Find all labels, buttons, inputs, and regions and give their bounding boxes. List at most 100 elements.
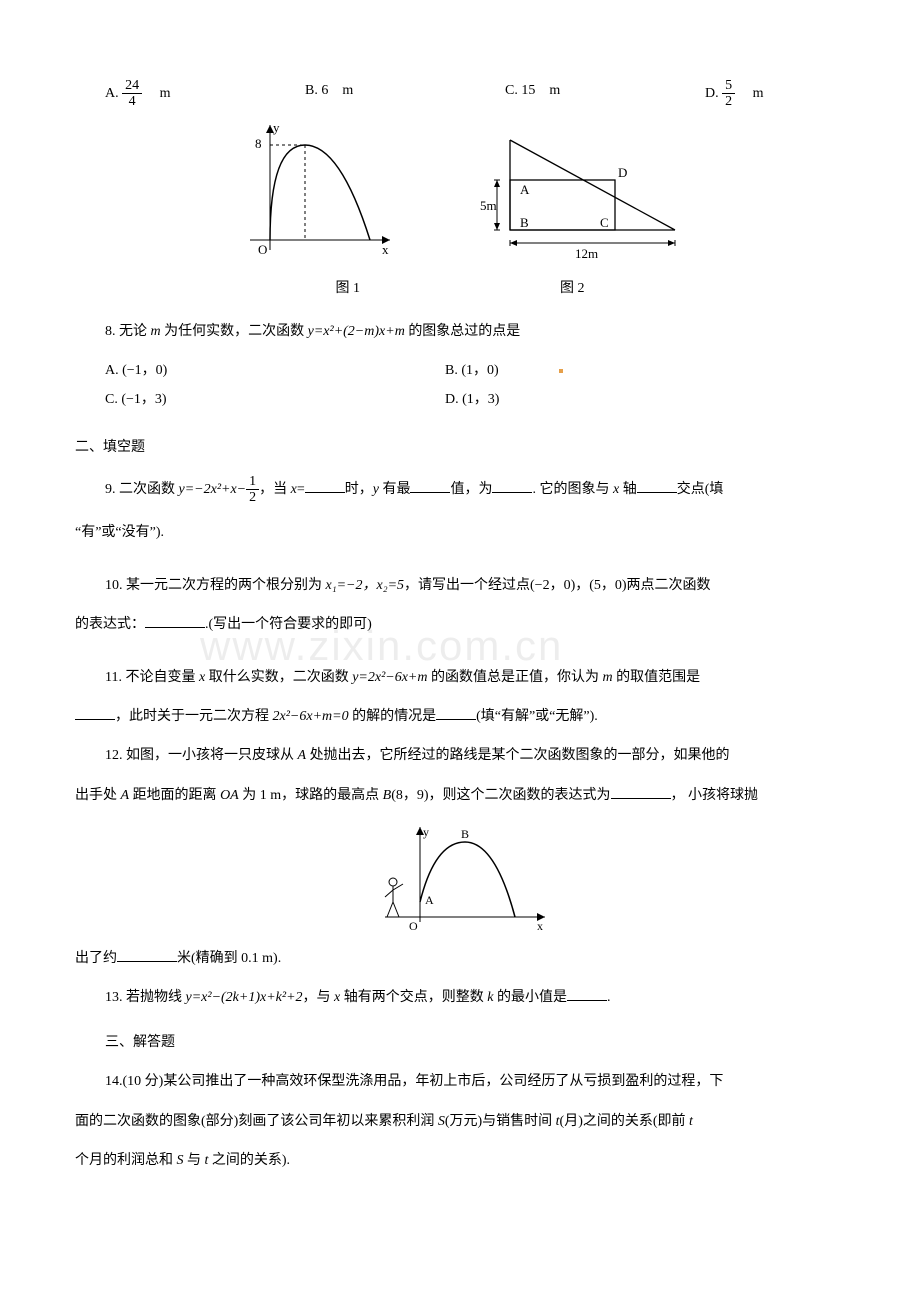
q14-t5: 个月的利润总和 xyxy=(75,1153,177,1168)
q9-eq: = xyxy=(297,482,305,497)
opt-a-suffix: m xyxy=(146,86,171,101)
q11-t4: 的取值范围是 xyxy=(613,670,701,685)
q12-t6: (8，9)，则这个二次函数的表达式为 xyxy=(391,788,610,803)
q9-t6: 值，为 xyxy=(450,482,492,497)
q9-t2: ，当 xyxy=(259,482,291,497)
q11: 11. 不论自变量 x 取什么实数，二次函数 y=2x²−6x+m 的函数值总是… xyxy=(105,665,845,690)
q9-t1: 9. 二次函数 xyxy=(105,482,179,497)
blank xyxy=(145,614,205,628)
q9-t8: 轴 xyxy=(619,482,637,497)
q13: 13. 若抛物线 y=x²−(2k+1)x+k²+2，与 x 轴有两个交点，则整… xyxy=(105,985,845,1010)
q12: 12. 如图，一小孩将一只皮球从 A 处抛出去，它所经过的路线是某个二次函数图象… xyxy=(105,743,845,768)
q12-figure: y x O A B xyxy=(75,822,845,932)
q9-t9: 交点(填 xyxy=(677,482,724,497)
q12-a-lbl: A xyxy=(425,893,434,907)
q9-expr: y=−2x²+x− xyxy=(179,482,247,497)
q10-t4: .(写出一个符合要求的即可) xyxy=(205,617,372,632)
fig-captions: 图 1 图 2 xyxy=(75,276,845,301)
q13-t2: ，与 xyxy=(303,990,335,1005)
fig2-label-a: A xyxy=(520,182,530,197)
q14-t4: (月)之间的关系(即前 xyxy=(560,1114,690,1129)
q13-t4: 的最小值是 xyxy=(493,990,567,1005)
q7-opt-b: B. 6 m xyxy=(305,78,505,110)
q8-options: A. (−1，0) B. (1，0) C. (−1，3) D. (1，3) xyxy=(105,358,845,412)
section-3-heading: 三、解答题 xyxy=(105,1030,845,1055)
q11-t2: 取什么实数，二次函数 xyxy=(205,670,352,685)
q12-t4: 距地面的距离 xyxy=(129,788,220,803)
q14-tt2: t xyxy=(689,1114,693,1129)
q8-opt-d: D. (1，3) xyxy=(445,387,845,412)
opt-d-prefix: D. xyxy=(705,86,719,101)
q8-opt-c: C. (−1，3) xyxy=(105,387,445,412)
q14-l2: 面的二次函数的图象(部分)刻画了该公司年初以来累积利润 S(万元)与销售时间 t… xyxy=(75,1109,845,1134)
q10-cont: 的表达式：.(写出一个符合要求的即可) xyxy=(75,612,845,637)
fig2-label-5m: 5m xyxy=(480,198,497,213)
q12-t3: 出手处 xyxy=(75,788,121,803)
q8-t1: 8. 无论 xyxy=(105,324,151,339)
q11-expr2: 2x²−6x+m=0 xyxy=(273,709,349,724)
fig2-label-b: B xyxy=(520,215,529,230)
blank xyxy=(117,948,177,962)
q14-t3: (万元)与销售时间 xyxy=(445,1114,556,1129)
q8-opt-a: A. (−1，0) xyxy=(105,358,445,383)
frac-24-4: 24 4 xyxy=(122,78,142,110)
section-2-heading: 二、填空题 xyxy=(75,435,845,460)
figure-1-svg: 8 y x O xyxy=(230,120,400,270)
q12-t9: 米(精确到 0.1 m). xyxy=(177,951,281,966)
fig2-label-d: D xyxy=(618,165,627,180)
q12-x: x xyxy=(537,919,543,932)
q12-t1: 12. 如图，一小孩将一只皮球从 xyxy=(105,748,298,763)
q7-opt-c: C. 15 m xyxy=(505,78,705,110)
fig1-label-y: y xyxy=(273,120,280,135)
q14-l3: 个月的利润总和 S 与 t 之间的关系). xyxy=(75,1148,845,1173)
fig1-label-o: O xyxy=(258,242,267,257)
q13-t1: 13. 若抛物线 xyxy=(105,990,186,1005)
q12-svg: y x O A B xyxy=(365,822,555,932)
q13-t5: . xyxy=(607,990,611,1005)
q11-t3: 的函数值总是正值，你认为 xyxy=(428,670,603,685)
fig1-label-x: x xyxy=(382,242,389,257)
q12-l3: 出了约米(精确到 0.1 m). xyxy=(75,946,845,971)
q9-t7: . 它的图象与 xyxy=(532,482,613,497)
q8-expr: y=x²+(2−m)x+m xyxy=(308,324,405,339)
q14-t7: 之间的关系). xyxy=(208,1153,290,1168)
q14-t6: 与 xyxy=(184,1153,205,1168)
q14-t2: 面的二次函数的图象(部分)刻画了该公司年初以来累积利润 xyxy=(75,1114,438,1129)
q11-t7: (填“有解”或“无解”). xyxy=(476,709,598,724)
blank xyxy=(436,706,476,720)
q9-t4: 时， xyxy=(345,482,373,497)
q12-b-lbl: B xyxy=(461,827,469,841)
q11-t5: ，此时关于一元二次方程 xyxy=(115,709,273,724)
fig2-label-12m: 12m xyxy=(575,246,598,261)
fig2-label-c: C xyxy=(600,215,609,230)
q14-t1: 14.(10 分)某公司推出了一种高效环保型洗涤用品，年初上市后，公司经历了从亏… xyxy=(105,1074,723,1089)
q12-oa: OA xyxy=(220,788,239,803)
q11-cont: ，此时关于一元二次方程 2x²−6x+m=0 的解的情况是(填“有解”或“无解”… xyxy=(75,704,845,729)
q9-t5: 有最 xyxy=(379,482,411,497)
q8-t3: 的图象总过的点是 xyxy=(405,324,521,339)
opt-a-prefix: A. xyxy=(105,86,119,101)
q7-opt-a: A. 24 4 m xyxy=(105,78,305,110)
q7-opt-d: D. 5 2 m xyxy=(705,78,845,110)
q7-options: A. 24 4 m B. 6 m C. 15 m D. 5 2 m xyxy=(105,78,845,110)
q12-t2: 处抛出去，它所经过的路线是某个二次函数图象的一部分，如果他的 xyxy=(306,748,730,763)
blank xyxy=(637,479,677,493)
q8: 8. 无论 m 为任何实数，二次函数 y=x²+(2−m)x+m 的图象总过的点… xyxy=(105,319,845,344)
dot-icon xyxy=(559,369,563,373)
q8-t2: 为任何实数，二次函数 xyxy=(161,324,308,339)
q11-m: m xyxy=(603,670,613,685)
q9-cont: “有”或“没有”). xyxy=(75,520,845,545)
cap-fig2: 图 2 xyxy=(560,276,585,301)
figures-row: 8 y x O A B C D 5m 12m xyxy=(75,120,845,270)
q9: 9. 二次函数 y=−2x²+x−12，当 x=时，y 有最值，为. 它的图象与… xyxy=(105,474,845,506)
q14: 14.(10 分)某公司推出了一种高效环保型洗涤用品，年初上市后，公司经历了从亏… xyxy=(105,1069,845,1094)
q12-a2: A xyxy=(121,788,130,803)
blank xyxy=(611,785,671,799)
blank xyxy=(410,479,450,493)
q10-x1: x₁=−2， xyxy=(326,578,377,593)
q10: 10. 某一元二次方程的两个根分别为 x₁=−2，x₂=5，请写出一个经过点(−… xyxy=(105,573,845,598)
cap-fig1: 图 1 xyxy=(336,276,361,301)
q12-b: B xyxy=(383,788,392,803)
q12-o: O xyxy=(409,919,418,932)
q11-expr: y=2x²−6x+m xyxy=(352,670,427,685)
